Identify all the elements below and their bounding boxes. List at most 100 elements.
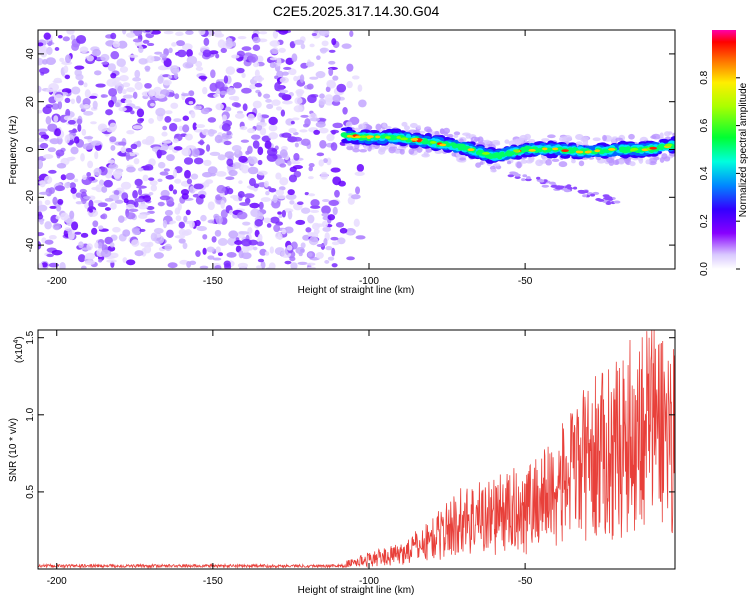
signal-halo: [541, 138, 550, 142]
noise-blob: [207, 201, 215, 211]
noise-blob: [164, 116, 172, 123]
noise-blob: [300, 138, 311, 146]
noise-blob: [306, 83, 314, 90]
signal-branch: [539, 179, 545, 183]
signal-halo: [378, 146, 387, 153]
noise-blob: [113, 189, 120, 196]
noise-blob: [318, 30, 330, 37]
signal-cell: [567, 147, 574, 153]
noise-blob: [130, 110, 135, 115]
signal-halo: [354, 143, 360, 150]
noise-blob: [332, 75, 339, 81]
noise-blob: [83, 110, 94, 116]
noise-blob: [328, 67, 334, 77]
signal-halo: [559, 136, 567, 143]
noise-blob: [215, 53, 220, 59]
noise-blob: [84, 260, 96, 265]
noise-blob: [48, 262, 59, 268]
noise-blob: [60, 212, 69, 221]
noise-blob: [302, 234, 311, 241]
noise-blob: [206, 246, 215, 253]
noise-blob: [122, 257, 128, 264]
noise-blob: [252, 62, 260, 68]
noise-blob: [133, 30, 143, 37]
noise-blob: [241, 252, 252, 260]
noise-blob: [257, 258, 265, 263]
noise-blob: [97, 123, 108, 132]
noise-blob: [132, 190, 138, 199]
noise-blob: [265, 98, 272, 103]
noise-blob: [220, 199, 225, 209]
noise-blob: [297, 201, 304, 206]
noise-blob: [164, 243, 173, 252]
noise-blob: [88, 208, 93, 213]
signal-hotspot: [400, 137, 409, 141]
signal-branch: [567, 186, 573, 190]
noise-blob: [279, 76, 289, 84]
signal-halo: [516, 161, 522, 169]
signal-halo: [659, 132, 664, 139]
signal-halo: [592, 137, 601, 142]
noise-blob: [39, 180, 46, 188]
noise-blob: [138, 58, 148, 65]
noise-blob: [310, 199, 320, 207]
signal-halo: [424, 126, 432, 133]
noise-blob: [281, 100, 293, 105]
noise-blob: [182, 124, 190, 133]
signal-hotspot: [664, 143, 673, 147]
noise-blob: [134, 201, 139, 208]
signal-halo: [571, 159, 576, 164]
noise-blob: [77, 254, 86, 263]
signal-cell: [509, 151, 515, 156]
snr-y-label: SNR (10 * v/v): [8, 418, 19, 482]
colorbar-tick-label: 0.4: [699, 166, 710, 180]
noise-blob: [328, 60, 336, 65]
noise-blob: [284, 226, 294, 234]
noise-blob: [321, 205, 331, 215]
noise-blob: [269, 57, 278, 61]
noise-blob: [257, 146, 264, 156]
noise-blob: [189, 220, 195, 229]
signal-hotspot: [366, 136, 371, 139]
signal-halo: [416, 125, 421, 130]
noise-blob: [132, 125, 143, 130]
noise-blob: [178, 221, 185, 229]
noise-blob: [87, 160, 94, 169]
noise-blob: [122, 30, 127, 35]
noise-blob: [272, 30, 279, 39]
noise-blob: [147, 89, 155, 97]
noise-blob: [149, 180, 158, 186]
noise-blob: [74, 65, 85, 70]
snr-y-ticks: 0.5 1.0 1.5: [25, 330, 675, 499]
noise-blob: [209, 151, 221, 157]
noise-blob: [42, 106, 52, 115]
noise-blob: [231, 54, 240, 59]
noise-blob: [269, 48, 279, 55]
noise-blob: [357, 84, 363, 92]
noise-blob: [45, 57, 57, 66]
noise-blob: [53, 77, 62, 83]
noise-blob: [55, 149, 65, 157]
noise-blob: [247, 113, 255, 121]
noise-blob: [193, 157, 204, 165]
signal-branch: [525, 178, 532, 182]
noise-blob: [321, 212, 329, 217]
signal-hotspot: [561, 149, 569, 153]
noise-blob: [215, 171, 227, 177]
signal-hotspot: [384, 136, 391, 139]
noise-blob: [252, 36, 261, 44]
noise-blob: [207, 219, 216, 224]
noise-blob: [284, 260, 292, 265]
noise-blob: [39, 67, 50, 74]
noise-blob: [234, 240, 243, 245]
noise-blob: [327, 256, 335, 261]
noise-blob: [274, 84, 285, 92]
noise-blob: [106, 127, 116, 133]
svg-text:(x104): (x104): [13, 336, 25, 363]
noise-blob: [139, 228, 146, 232]
noise-blob: [38, 200, 43, 206]
noise-blob: [185, 209, 191, 216]
noise-blob: [316, 243, 325, 248]
noise-blob: [328, 49, 336, 53]
noise-blob: [326, 133, 335, 142]
